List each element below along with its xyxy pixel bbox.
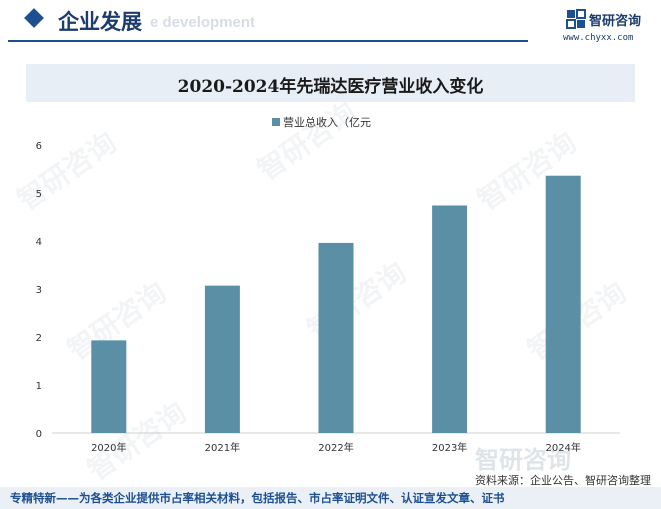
x-tick-label: 2022年 bbox=[318, 441, 353, 454]
bar bbox=[432, 205, 468, 433]
x-tick-label: 2023年 bbox=[432, 441, 467, 454]
y-tick-label: 2 bbox=[36, 333, 42, 344]
y-tick-label: 3 bbox=[36, 285, 42, 296]
y-tick-label: 5 bbox=[36, 189, 42, 200]
watermark: 智研咨询 bbox=[475, 446, 571, 474]
bar bbox=[545, 175, 581, 433]
y-tick-label: 0 bbox=[36, 429, 42, 440]
brand-name: 智研咨询 bbox=[589, 14, 642, 29]
footer-text: 专精特新——为各类企业提供市占率相关材料，包括报告、市占率证明文件、认证宣发文章… bbox=[10, 491, 505, 505]
section-subtitle: e development bbox=[150, 14, 256, 31]
legend-label: 营业总收入（亿元 bbox=[283, 116, 371, 129]
chart-title-band: 2020-2024年先瑞达医疗营业收入变化 bbox=[26, 64, 635, 102]
page-header: 企业发展 e development bbox=[0, 0, 661, 44]
x-tick-label: 2024年 bbox=[545, 441, 580, 454]
brand-url: www.chyxx.com bbox=[563, 33, 634, 43]
bar bbox=[204, 285, 240, 433]
bar bbox=[318, 242, 354, 433]
bar bbox=[91, 340, 127, 433]
section-title: 企业发展 bbox=[58, 10, 142, 34]
bar-chart: 0 1 2 3 4 5 6 2020年 2021年 2022年 2023年 2024年 bbox=[36, 141, 620, 454]
source-note: 资料来源：企业公告、智研咨询整理 bbox=[475, 474, 651, 487]
legend-swatch bbox=[272, 118, 280, 126]
chart-title: 2020-2024年先瑞达医疗营业收入变化 bbox=[177, 77, 484, 97]
y-tick-label: 6 bbox=[36, 141, 42, 152]
brand-logo-icon bbox=[566, 9, 586, 29]
y-tick-label: 4 bbox=[36, 237, 42, 248]
footer-band: 专精特新——为各类企业提供市占率相关材料，包括报告、市占率证明文件、认证宣发文章… bbox=[0, 487, 661, 509]
x-tick-label: 2021年 bbox=[205, 441, 240, 454]
y-tick-label: 1 bbox=[36, 381, 42, 392]
header-divider bbox=[8, 40, 528, 42]
x-tick-label: 2020年 bbox=[91, 441, 126, 454]
